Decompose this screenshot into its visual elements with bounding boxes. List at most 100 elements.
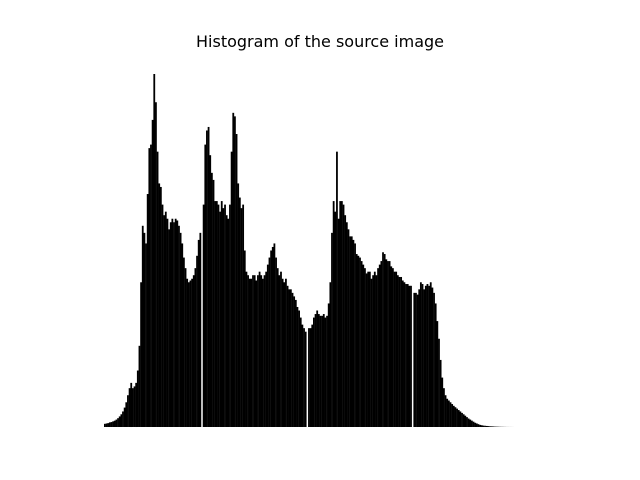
histogram-bar [122,411,124,427]
histogram-bar [391,268,394,427]
histogram-bar [168,229,170,427]
histogram-bar [286,285,289,427]
histogram-bar [248,278,251,427]
histogram-bar [138,345,141,427]
histogram-bar [127,395,129,427]
histogram-bar [377,268,379,427]
histogram-bar [252,275,254,427]
histogram-bar [423,289,426,427]
histogram-bar [317,314,320,427]
histogram-bar [362,264,365,427]
histogram-bar [324,317,327,427]
histogram-bar [419,282,422,427]
histogram-bar [314,314,317,427]
histogram-bar [396,275,399,427]
histogram-bar [192,275,195,427]
histogram-bar [232,112,235,427]
histogram-bar [196,255,198,427]
histogram-bar [156,151,159,427]
histogram-bar [304,331,307,427]
histogram-bar [242,204,245,427]
histogram-bar [457,410,460,427]
histogram-bar [408,285,411,427]
histogram-bar [433,292,435,427]
histogram-bar [118,416,121,427]
histogram-bar [357,255,360,427]
histogram-bar [447,400,450,427]
histogram-bar [273,243,276,427]
histogram-bar [237,183,240,427]
histogram-bar [410,285,412,427]
histogram-bar [316,310,319,427]
histogram-bar [135,382,138,428]
histogram-bar [296,306,299,427]
histogram-bar [462,414,465,427]
histogram-bar [438,338,440,427]
histogram-bar [472,421,475,427]
histogram-bar [197,239,200,427]
histogram-bar [426,284,429,427]
histogram-bar [278,275,281,427]
histogram-bar [275,257,277,427]
histogram-bar [344,215,347,427]
histogram-bar [215,201,218,427]
histogram-bar [294,299,297,427]
histogram-bar [171,218,174,427]
histogram-bar [441,377,444,427]
histogram-bar [308,328,310,427]
histogram-bar [403,282,406,427]
histogram-bar [166,218,169,427]
histogram-bar [281,278,284,427]
histogram-bar [235,134,238,427]
histogram-bar [174,218,177,427]
histogram-bar [370,278,373,427]
histogram-bar [492,426,495,427]
histogram-bar [301,324,304,427]
histogram-bar [176,220,179,427]
histogram-bar [187,282,190,427]
histogram-bar [336,151,338,427]
histogram-bar [340,201,343,427]
histogram-bar [230,151,233,427]
histogram-bar [405,284,407,427]
histogram-bar [372,275,375,427]
histogram-bar [146,194,149,427]
histogram-bar [266,264,269,427]
histogram-bar [298,310,300,427]
histogram-bar [431,287,434,427]
histogram-bar [388,261,391,427]
histogram-bar [173,222,175,427]
histogram-bar [484,425,486,427]
histogram-bar [222,208,225,427]
histogram-bar [339,201,342,427]
histogram-bar [107,423,110,427]
histogram-bar [110,422,113,427]
histogram-bar [140,282,142,427]
histogram-bar [212,179,215,427]
histogram-bar [253,275,256,427]
histogram-bar [128,388,131,427]
histogram-bar [470,420,473,427]
histogram-bar [482,425,485,427]
histogram-bar [354,243,356,427]
histogram-bar [293,296,296,427]
histogram-bar [204,144,207,427]
histogram-bar [283,282,286,427]
histogram-bar [268,257,271,427]
histogram-bar [401,280,404,427]
histogram-bar [375,275,378,427]
histogram-bar [454,407,457,427]
histogram-bar [113,420,116,427]
histogram-bar [428,285,430,427]
histogram-bar [313,317,315,427]
histogram-bar [163,215,166,427]
histogram-bar [342,204,345,427]
histogram-bar [206,130,208,428]
histogram-bar [451,404,454,428]
histogram-bar [390,266,393,427]
histogram-bar [487,426,490,427]
histogram-bar [387,261,389,427]
histogram-bar [469,419,472,427]
histogram-bar [153,74,156,427]
